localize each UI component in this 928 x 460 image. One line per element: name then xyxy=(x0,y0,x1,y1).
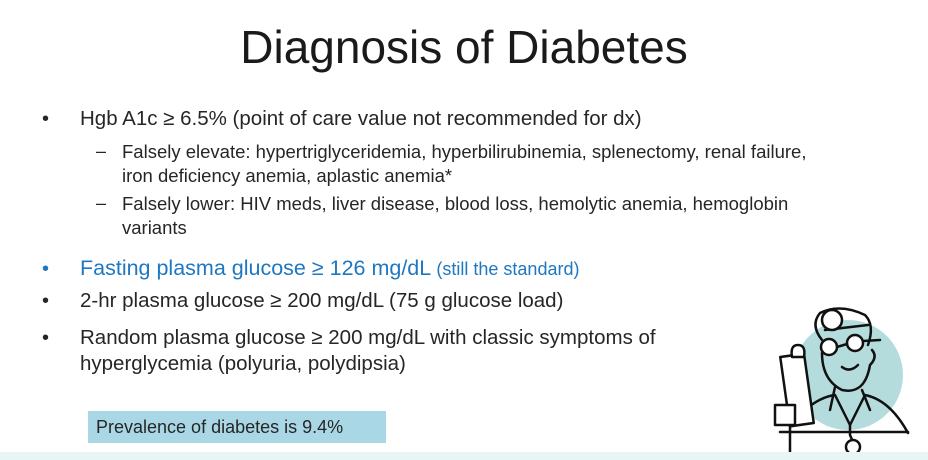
bullet-a1c: Hgb A1c ≥ 6.5% (point of care value not … xyxy=(80,107,642,130)
bullet-fasting: Fasting plasma glucose ≥ 126 mg/dL (stil… xyxy=(80,256,579,281)
sub-lower-line1: Falsely lower: HIV meds, liver disease, … xyxy=(122,193,789,214)
slide-title: Diagnosis of Diabetes xyxy=(240,21,688,73)
bullet-icon: • xyxy=(42,258,50,280)
bullet-random-line2: hyperglycemia (polyuria, polydipsia) xyxy=(80,352,406,375)
bullet-icon: • xyxy=(42,327,50,349)
dash-icon: – xyxy=(96,193,107,213)
bottom-strip xyxy=(0,452,928,460)
bullet-2hr: 2-hr plasma glucose ≥ 200 mg/dL (75 g gl… xyxy=(80,289,564,312)
doctor-with-stethoscope-icon xyxy=(750,295,920,460)
bullet-random-line1: Random plasma glucose ≥ 200 mg/dL with c… xyxy=(80,326,656,349)
sub-lower-line2: variants xyxy=(122,217,187,238)
sub-elevate-line2: iron deficiency anemia, aplastic anemia* xyxy=(122,165,453,186)
sub-elevate-line1: Falsely elevate: hypertriglyceridemia, h… xyxy=(122,141,807,162)
dash-icon: – xyxy=(96,141,107,161)
bullet-icon: • xyxy=(42,290,50,312)
prevalence-callout: Prevalence of diabetes is 9.4% xyxy=(88,411,386,443)
fasting-text: Fasting plasma glucose ≥ 126 mg/dL xyxy=(80,256,431,280)
fasting-note: (still the standard) xyxy=(436,259,580,279)
bullet-icon: • xyxy=(42,108,50,130)
